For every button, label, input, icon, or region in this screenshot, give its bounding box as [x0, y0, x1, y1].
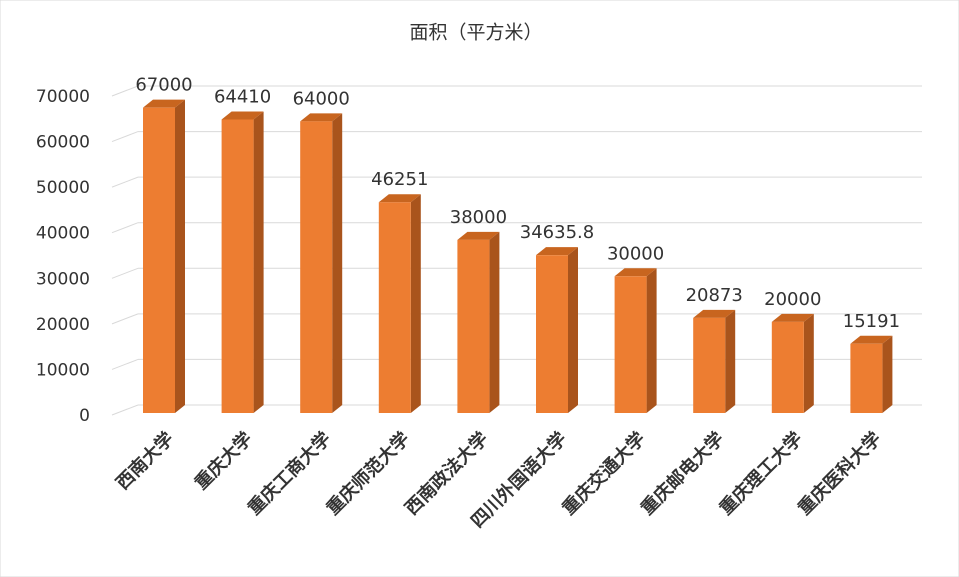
y-tick-label: 60000 — [36, 133, 90, 153]
grid-line — [111, 222, 139, 234]
value-label: 67000 — [135, 75, 192, 96]
grid-line — [111, 176, 139, 188]
bar — [221, 119, 254, 413]
grid-line — [111, 267, 139, 279]
bar — [536, 255, 568, 413]
bar-side — [175, 99, 185, 414]
bar — [378, 202, 411, 413]
bar-side — [803, 313, 814, 413]
y-tick-label: 30000 — [36, 269, 90, 289]
bar — [771, 321, 804, 413]
bar — [457, 239, 490, 413]
grid-line — [111, 404, 139, 416]
bar-top — [221, 111, 264, 120]
grid-line — [111, 358, 139, 370]
bar-top — [850, 335, 893, 344]
bar — [614, 276, 647, 413]
bar-side — [489, 231, 500, 413]
bar — [850, 343, 883, 413]
bar-side — [410, 194, 421, 413]
value-label: 38000 — [450, 207, 507, 228]
bar-top — [143, 99, 185, 108]
value-label: 64000 — [293, 88, 350, 109]
bar-top — [536, 247, 578, 256]
y-tick-label: 0 — [79, 406, 90, 426]
bar-top — [378, 194, 421, 203]
y-tick-label: 50000 — [36, 178, 90, 198]
bar-side — [725, 309, 736, 413]
value-label: 20000 — [764, 289, 821, 310]
y-tick-label: 10000 — [36, 360, 90, 380]
y-tick-label: 20000 — [36, 315, 90, 335]
bar-side — [882, 335, 893, 413]
grid-line — [111, 131, 139, 143]
bar-top — [693, 309, 736, 318]
bar-side — [646, 268, 657, 413]
bar-top — [457, 231, 500, 240]
y-tick-label: 70000 — [36, 87, 90, 107]
bar-top — [300, 113, 343, 122]
bar-side — [253, 111, 264, 413]
bar — [143, 107, 175, 414]
bar — [693, 317, 726, 413]
bar-side — [332, 113, 343, 413]
value-label: 46251 — [371, 169, 428, 190]
grid-line — [111, 313, 139, 325]
value-label: 15191 — [843, 311, 900, 332]
y-tick-label: 40000 — [36, 224, 90, 244]
value-label: 34635.8 — [520, 222, 594, 243]
bar-top — [614, 268, 657, 277]
grid-line — [111, 85, 139, 97]
value-label: 30000 — [607, 243, 664, 264]
bar-side — [568, 247, 578, 413]
chart-title: 面积（平方米） — [409, 22, 542, 44]
value-label: 64410 — [214, 86, 271, 107]
bar-top — [771, 313, 814, 322]
value-label: 20873 — [686, 285, 743, 306]
bar — [300, 121, 333, 413]
